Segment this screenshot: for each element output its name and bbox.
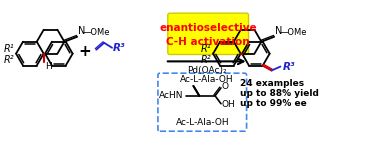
Text: R¹: R¹ — [200, 44, 211, 54]
Text: H: H — [45, 62, 51, 72]
FancyBboxPatch shape — [158, 73, 246, 131]
Text: R³: R³ — [113, 43, 125, 53]
FancyBboxPatch shape — [168, 13, 249, 54]
Text: R²: R² — [3, 55, 14, 65]
Text: Ac-L-Ala-OH: Ac-L-Ala-OH — [180, 75, 234, 84]
Text: enantioselective: enantioselective — [160, 23, 257, 33]
Text: N: N — [275, 26, 282, 36]
Text: C-H activation: C-H activation — [166, 37, 250, 47]
Text: up to 99% ee: up to 99% ee — [240, 99, 307, 108]
Text: up to 88% yield: up to 88% yield — [240, 89, 319, 98]
Text: R¹: R¹ — [3, 44, 14, 54]
Text: +: + — [78, 44, 91, 59]
Text: R³: R³ — [282, 61, 295, 72]
Text: R²: R² — [200, 55, 211, 65]
Text: —OMe: —OMe — [83, 28, 111, 37]
Text: Pd(OAc)₂: Pd(OAc)₂ — [187, 66, 226, 75]
Text: 24 examples: 24 examples — [240, 79, 304, 88]
Text: —OMe: —OMe — [280, 28, 308, 37]
Text: N: N — [78, 26, 85, 36]
Text: AcHN: AcHN — [159, 91, 184, 100]
Text: OH: OH — [222, 100, 236, 109]
Text: O: O — [222, 82, 229, 91]
Text: Ac-L-Ala-OH: Ac-L-Ala-OH — [175, 118, 229, 127]
